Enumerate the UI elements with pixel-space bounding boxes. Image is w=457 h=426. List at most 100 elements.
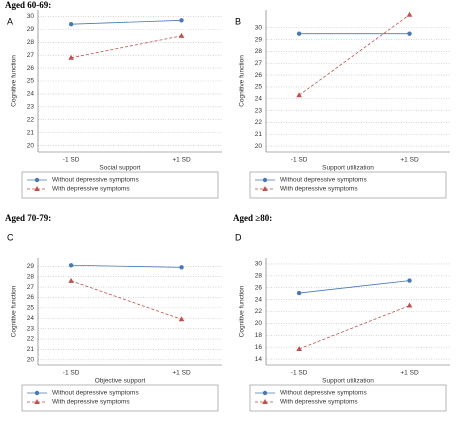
y-tick-label: 25 — [27, 78, 35, 85]
y-tick-label: 20 — [27, 142, 35, 149]
data-point — [296, 345, 302, 351]
data-point — [407, 278, 412, 283]
legend-marker — [262, 186, 268, 191]
y-axis-label: Cognitive function — [239, 285, 246, 337]
y-tick-label: 22 — [255, 308, 263, 315]
y-tick-label: 24 — [255, 95, 263, 102]
data-point — [68, 22, 74, 27]
legend-marker — [34, 177, 40, 183]
data-point — [179, 18, 184, 23]
y-tick-label: 23 — [255, 107, 263, 114]
data-point — [407, 31, 412, 36]
y-tick-label: 28 — [255, 48, 263, 55]
y-tick-label: 26 — [255, 72, 263, 79]
y-tick-label: 27 — [27, 284, 35, 291]
y-tick-label: 24 — [255, 296, 263, 303]
line-series — [71, 19, 182, 25]
line-series — [71, 264, 182, 268]
legend-label: Without depressive symptoms — [280, 390, 367, 397]
data-point — [68, 263, 74, 268]
x-axis-label: Objective support — [95, 378, 146, 385]
panel-label: D — [235, 232, 242, 242]
y-tick-label: 26 — [27, 294, 35, 301]
y-tick-label: 23 — [27, 325, 35, 332]
legend-label: Without depressive symptoms — [280, 177, 367, 184]
x-axis-label: Support utilization — [322, 378, 374, 385]
legend-box — [249, 171, 447, 199]
y-tick-label: 22 — [27, 336, 35, 343]
x-axis-label: Support utilization — [322, 165, 374, 172]
y-tick-label: 26 — [255, 284, 263, 291]
y-tick-label: 20 — [255, 143, 263, 150]
y-tick-label: 30 — [255, 261, 263, 268]
x-tick-label: -1 SD — [63, 157, 80, 164]
y-tick-label: 21 — [27, 346, 35, 353]
legend-label: With depressive symptoms — [52, 186, 130, 193]
legend-marker — [34, 186, 40, 191]
legend-marker — [262, 177, 268, 183]
data-point — [296, 31, 302, 36]
legend-label: Without depressive symptoms — [52, 177, 139, 184]
y-tick-label: 29 — [27, 263, 35, 270]
data-point — [178, 316, 185, 322]
panel-label: A — [7, 16, 13, 26]
y-tick-label: 21 — [255, 131, 263, 138]
y-tick-label: 27 — [255, 60, 263, 67]
legend-box — [21, 171, 219, 199]
legend-label: With depressive symptoms — [52, 399, 130, 406]
line-series — [71, 35, 182, 59]
x-tick-label: -1 SD — [291, 370, 308, 377]
data-point — [296, 92, 302, 98]
legend-marker — [34, 390, 40, 396]
y-tick-label: 30 — [27, 13, 35, 20]
legend-label: With depressive symptoms — [280, 399, 358, 406]
line-series — [299, 280, 410, 294]
x-tick-label: -1 SD — [291, 157, 308, 164]
y-tick-label: 30 — [255, 24, 263, 31]
y-tick-label: 25 — [255, 84, 263, 91]
y-tick-label: 28 — [27, 39, 35, 46]
x-tick-label: -1 SD — [63, 370, 80, 377]
y-tick-label: 14 — [255, 356, 263, 363]
y-tick-label: 22 — [27, 116, 35, 123]
y-tick-label: 29 — [27, 26, 35, 33]
y-tick-label: 21 — [27, 129, 35, 136]
data-point — [179, 265, 184, 270]
y-tick-label: 24 — [27, 315, 35, 322]
y-tick-label: 16 — [255, 344, 263, 351]
y-tick-label: 24 — [27, 91, 35, 98]
data-point — [296, 290, 302, 296]
data-point — [68, 54, 74, 60]
x-tick-label: +1 SD — [400, 157, 419, 164]
data-point — [406, 302, 413, 308]
x-axis-label: Social support — [99, 165, 140, 172]
panel-heading: Aged 60-69: — [5, 0, 51, 10]
legend-label: With depressive symptoms — [280, 186, 358, 193]
y-tick-label: 20 — [255, 320, 263, 327]
y-tick-label: 22 — [255, 119, 263, 126]
y-axis-label: Cognitive function — [239, 55, 246, 107]
y-tick-label: 26 — [27, 65, 35, 72]
data-point — [68, 277, 74, 283]
x-tick-label: +1 SD — [172, 157, 191, 164]
y-tick-label: 27 — [27, 52, 35, 59]
panel-heading: Aged ≥80: — [233, 213, 272, 223]
legend-marker — [262, 390, 268, 396]
y-axis-label: Cognitive function — [11, 55, 18, 107]
panel-heading: Aged 70-79: — [5, 213, 51, 223]
data-point — [406, 11, 413, 17]
y-axis-label: Cognitive function — [11, 285, 18, 337]
y-tick-label: 18 — [255, 332, 263, 339]
y-tick-label: 23 — [27, 104, 35, 111]
legend-marker — [34, 399, 40, 404]
legend-marker — [262, 399, 268, 404]
line-series — [298, 14, 410, 96]
y-tick-label: 28 — [27, 273, 35, 280]
y-tick-label: 20 — [27, 357, 35, 364]
panel-label: B — [235, 16, 241, 26]
legend-label: Without depressive symptoms — [52, 390, 139, 397]
line-series — [298, 305, 410, 350]
y-tick-label: 25 — [27, 305, 35, 312]
y-tick-label: 28 — [255, 273, 263, 280]
